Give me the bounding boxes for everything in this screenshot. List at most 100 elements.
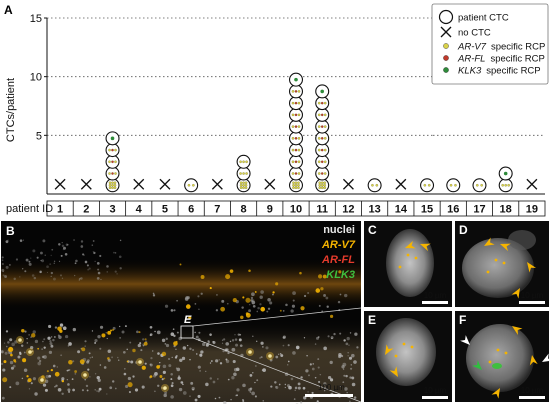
ctc-marker — [236, 178, 251, 193]
arv7-signal — [394, 354, 398, 358]
legend-circle-icon — [438, 9, 454, 25]
legend-marker-name: AR-V7 — [457, 42, 487, 53]
ctc-marker — [184, 178, 199, 193]
arv7-signal — [496, 348, 500, 352]
legend-item: patient CTC — [438, 9, 509, 25]
y-tick-label: 5 — [36, 130, 42, 142]
cell-nucleus — [376, 318, 436, 386]
legend-item: no CTC — [440, 26, 491, 39]
legend-label: no CTC — [458, 28, 491, 39]
cell-nucleus — [462, 238, 534, 298]
yellow-arrowhead-icon — [420, 243, 431, 252]
ctc-marker — [315, 119, 330, 134]
ctc-marker — [446, 178, 461, 193]
inset-c: C 10 µm — [364, 221, 452, 307]
patient-id-label: 19 — [526, 204, 538, 216]
arv7-signal — [494, 258, 498, 262]
inset-scale-bar — [422, 301, 448, 304]
inset-f: F 10 µm — [455, 311, 550, 402]
patient-id-label: 11 — [316, 204, 328, 216]
patient-id-label: 9 — [267, 204, 273, 216]
patient-id-label: 1 — [57, 204, 63, 216]
ctc-marker — [315, 84, 330, 99]
no-ctc-marker — [342, 178, 354, 190]
inset-region-label: E — [184, 314, 192, 326]
inset-d: D 10 µm — [455, 221, 549, 307]
ctc-marker — [288, 84, 304, 99]
ctc-columns — [54, 72, 538, 193]
ctc-marker — [315, 143, 330, 158]
no-ctc-marker — [526, 178, 538, 190]
patient-id-label: 16 — [447, 204, 459, 216]
cell-speckles — [0, 239, 359, 404]
panel-b-scale-bar — [305, 394, 353, 397]
channel-legend: nuclei AR-V7 AR-FL KLK3 — [321, 224, 356, 281]
inset-scale-label: 10 µm — [521, 291, 544, 300]
yellow-arrowhead-icon — [512, 326, 523, 336]
patient-id-table: patient ID 1 2 3 4 5 6 7 8 9 10 11 12 13 14 15 16 17 18 19 — [6, 200, 546, 217]
yellow-arrowhead-icon — [484, 237, 495, 246]
cell-debris — [508, 230, 536, 250]
ctc-marker — [105, 143, 120, 158]
zoom-line-bottom — [192, 337, 362, 403]
patient-id-label: 12 — [342, 204, 354, 216]
no-ctc-marker — [211, 178, 223, 190]
panel-b-micrograph: B nuclei AR-V7 AR-FL KLK3 E 100 µm — [0, 221, 362, 404]
yellow-arrowhead-icon — [385, 344, 394, 355]
orange-autofluorescence-band — [1, 258, 361, 310]
patient-id-table-border — [46, 200, 546, 217]
panel-letter-e: E — [368, 313, 376, 327]
no-ctc-marker — [395, 178, 407, 190]
yellow-arrowhead-icon — [529, 355, 538, 366]
legend-dot-icon — [443, 67, 449, 73]
inset-scale-label: 10 µm — [521, 386, 544, 395]
inset-scale-bar — [422, 396, 448, 399]
channel-label: AR-V7 — [321, 239, 356, 251]
yellow-arrowhead-icon — [527, 262, 537, 273]
y-axis-label: CTCs/patient — [5, 78, 17, 142]
ctc-marker — [236, 154, 251, 169]
no-ctc-marker — [264, 178, 276, 190]
arv7-signal — [398, 265, 402, 269]
patient-id-label: 10 — [290, 204, 302, 216]
zoom-line-top — [192, 307, 362, 327]
yellow-arrowhead-icon — [389, 366, 398, 377]
ctc-marker — [315, 96, 330, 111]
panel-letter-c: C — [368, 223, 377, 237]
ctc-marker — [236, 166, 251, 181]
cell-nucleus — [386, 229, 434, 297]
yellow-arrowhead-icon — [405, 240, 416, 249]
arv7-signal — [406, 253, 410, 257]
no-ctc-marker — [80, 178, 92, 190]
insets: C 10 µm D 10 µm E 10 µm F 10 µm — [364, 221, 550, 402]
inset-scale-bar — [519, 301, 545, 304]
ctc-marker — [288, 131, 304, 146]
arv7-signal — [414, 256, 418, 260]
x-axis-label: patient ID — [6, 203, 53, 215]
channel-label: AR-FL — [321, 254, 355, 266]
legend-marker-name: KLK3 — [458, 66, 482, 77]
legend-item: AR-V7 specific RCP — [443, 42, 545, 53]
legend-item: AR-FL specific RCP — [443, 54, 545, 65]
inset-scale-label: 10 µm — [424, 386, 447, 395]
patient-id-label: 5 — [162, 204, 168, 216]
legend-marker-text: specific RCP — [486, 66, 540, 77]
y-tick-labels: 5 10 15 — [30, 13, 47, 142]
arv7-signal — [502, 261, 506, 265]
legend-label: patient CTC — [458, 13, 509, 24]
arv7-signal — [486, 270, 490, 274]
ctc-marker — [315, 166, 330, 181]
arv7-signal — [402, 342, 406, 346]
patient-id-label: 7 — [214, 204, 220, 216]
patient-id-label: 14 — [395, 204, 408, 216]
panel-letter-f: F — [459, 313, 466, 327]
panel-letter-a: A — [4, 3, 13, 17]
legend-marker-text: specific RCP — [491, 42, 545, 53]
klk3-signal — [492, 363, 502, 369]
cell-nucleus — [466, 324, 534, 392]
ctc-marker — [105, 131, 120, 146]
